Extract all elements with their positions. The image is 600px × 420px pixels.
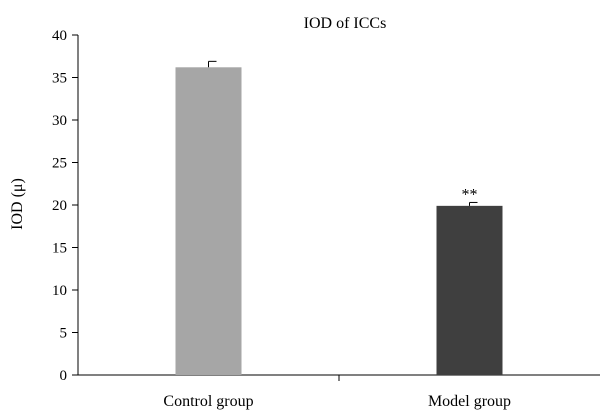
plot-area: 0 5 10 15 20 25 30 35 40 Control group ** Model gro…	[52, 28, 600, 410]
y-tick-label: 0	[60, 368, 68, 384]
y-tick-label: 40	[52, 28, 67, 44]
y-tick-label: 5	[60, 326, 68, 342]
chart-title: IOD of ICCs	[304, 15, 387, 32]
y-tick-label: 30	[52, 113, 67, 129]
y-tick-label: 15	[52, 241, 67, 257]
x-tick-label: Control group	[163, 393, 253, 410]
bar-control-group	[175, 67, 242, 376]
y-tick-label: 10	[52, 283, 67, 299]
y-tick-label: 25	[52, 156, 67, 172]
y-axis-label: IOD (μ)	[9, 178, 26, 230]
x-tick-label: Model group	[428, 393, 511, 410]
y-tick-label: 35	[52, 71, 67, 87]
y-tick-label: 20	[52, 198, 67, 214]
bar-model-group	[436, 205, 503, 375]
significance-marker: **	[462, 186, 478, 203]
